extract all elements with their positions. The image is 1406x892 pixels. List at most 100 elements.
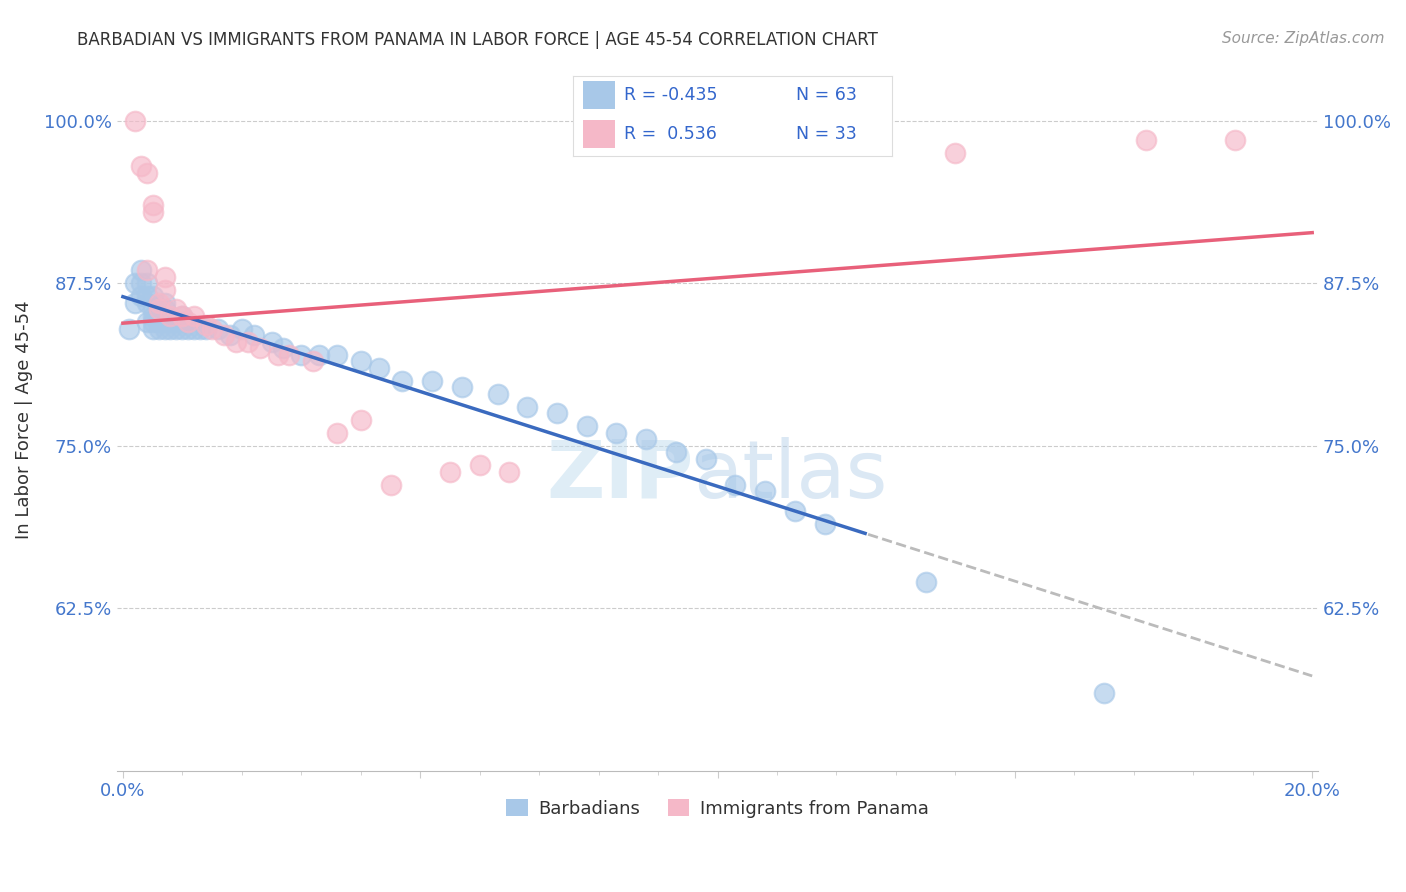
Point [172,321,194,335]
Point [159,321,181,335]
Point [207,321,229,335]
Point [153,269,176,284]
Point [153,321,176,335]
Point [142,198,165,212]
Point [391,374,413,388]
Point [273,341,295,355]
Point [201,321,224,335]
Point [153,315,176,329]
Point [135,295,157,310]
Point [724,477,747,491]
Text: ZIP: ZIP [547,437,693,515]
Point [754,484,776,499]
Point [665,445,688,459]
Point [813,516,835,531]
Point [124,113,146,128]
Point [266,348,288,362]
Point [135,315,157,329]
Point [1223,133,1246,147]
Point [308,348,330,362]
Point [195,321,218,335]
Point [159,309,181,323]
Point [260,334,283,349]
Point [148,315,170,329]
Point [695,451,717,466]
Point [326,425,349,440]
Point [278,348,301,362]
Point [129,276,152,290]
Point [129,263,152,277]
Point [219,328,242,343]
Point [142,289,165,303]
Point [290,348,312,362]
Point [159,309,181,323]
Point [326,348,349,362]
Point [124,295,146,310]
Point [605,425,627,440]
Point [129,289,152,303]
Point [124,276,146,290]
Point [212,328,235,343]
Point [135,276,157,290]
Point [468,458,491,472]
Point [546,406,568,420]
Point [177,315,200,329]
Point [380,477,402,491]
Point [148,302,170,317]
Point [165,315,187,329]
Point [135,263,157,277]
Point [148,302,170,317]
Point [183,309,205,323]
Point [486,386,509,401]
Point [148,321,170,335]
Point [153,295,176,310]
Point [148,309,170,323]
Point [172,309,194,323]
Point [165,321,187,335]
Point [516,400,538,414]
Point [142,309,165,323]
Point [575,419,598,434]
Point [420,374,443,388]
Point [177,321,200,335]
Point [148,295,170,310]
Point [135,165,157,179]
Point [153,283,176,297]
Point [153,302,176,317]
Point [367,360,389,375]
Point [159,315,181,329]
Point [439,465,461,479]
Point [172,309,194,323]
Point [195,318,218,332]
Text: atlas: atlas [693,437,889,515]
Text: BARBADIAN VS IMMIGRANTS FROM PANAMA IN LABOR FORCE | AGE 45-54 CORRELATION CHART: BARBADIAN VS IMMIGRANTS FROM PANAMA IN L… [77,31,879,49]
Point [783,503,806,517]
Point [183,321,205,335]
Point [350,412,373,426]
Point [636,432,658,446]
Point [142,321,165,335]
Point [242,328,264,343]
Point [188,321,211,335]
Point [302,354,325,368]
Point [225,334,247,349]
Point [1135,133,1157,147]
Point [172,315,194,329]
Point [1092,686,1115,700]
Point [135,289,157,303]
Point [118,321,141,335]
Y-axis label: In Labor Force | Age 45-54: In Labor Force | Age 45-54 [15,301,32,539]
Point [129,159,152,173]
Point [350,354,373,368]
Point [914,575,936,590]
Point [498,465,520,479]
Point [142,302,165,317]
Point [142,204,165,219]
Point [165,302,187,317]
Point [249,341,271,355]
Text: Source: ZipAtlas.com: Source: ZipAtlas.com [1222,31,1385,46]
Point [236,334,259,349]
Point [231,321,253,335]
Legend: Barbadians, Immigrants from Panama: Barbadians, Immigrants from Panama [499,792,936,825]
Point [142,315,165,329]
